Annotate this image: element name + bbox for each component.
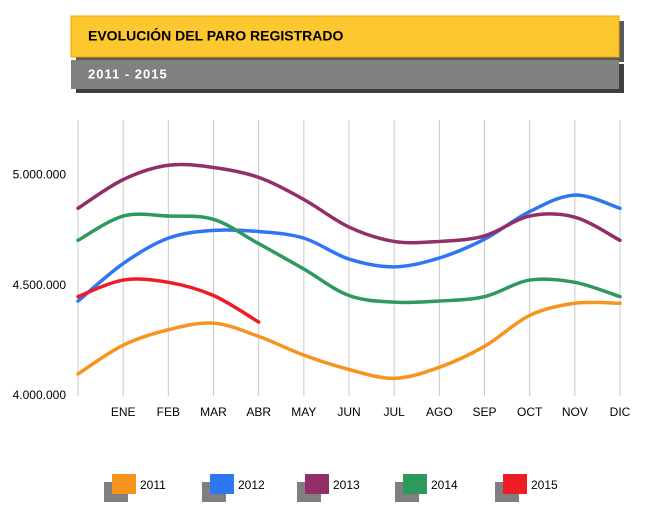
line-series: [76, 162, 622, 245]
x-tick-label: MAR: [200, 405, 227, 419]
x-tick-label: ABR: [246, 405, 271, 419]
x-tick-label: DIC: [610, 405, 631, 419]
x-tick-label: ENE: [111, 405, 136, 419]
legend-swatch: [503, 474, 527, 494]
x-tick-label: MAY: [291, 405, 316, 419]
y-tick-label: 4.500.000: [13, 278, 67, 292]
legend-label: 2015: [531, 478, 558, 492]
chart-title: EVOLUCIÓN DEL PARO REGISTRADO: [88, 27, 344, 44]
x-tick-label: JUN: [337, 405, 360, 419]
legend-swatch: [403, 474, 427, 494]
line-series: [76, 193, 622, 303]
x-tick-label: JUL: [383, 405, 405, 419]
y-tick-label: 4.000.000: [13, 388, 67, 402]
x-tick-label: SEP: [472, 405, 496, 419]
line-series: [76, 300, 622, 381]
legend-swatch: [305, 474, 329, 494]
x-tick-label: AGO: [426, 405, 453, 419]
legend-label: 2012: [238, 478, 265, 492]
legend-label: 2014: [431, 478, 458, 492]
subtitle-bar: [71, 60, 619, 89]
x-tick-label: FEB: [157, 405, 180, 419]
line-series: [76, 212, 622, 305]
x-tick-label: NOV: [562, 405, 588, 419]
chart-subtitle: 2011 - 2015: [88, 66, 168, 81]
legend-label: 2013: [333, 478, 360, 492]
y-tick-label: 5.000.000: [13, 167, 67, 181]
x-tick-label: OCT: [517, 405, 543, 419]
legend-swatch: [112, 474, 136, 494]
line-series: [76, 277, 261, 324]
legend-label: 2011: [140, 478, 166, 492]
legend-swatch: [210, 474, 234, 494]
title-bar: [70, 15, 620, 58]
